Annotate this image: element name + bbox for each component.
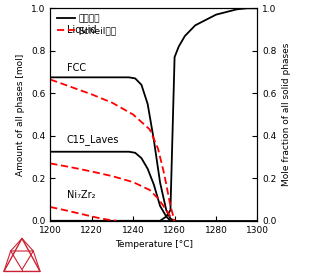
- Text: Ni₇Zr₂: Ni₇Zr₂: [67, 190, 95, 200]
- Y-axis label: Mole fraction of all solid phases: Mole fraction of all solid phases: [282, 43, 291, 186]
- Y-axis label: Amount of all phases [mol]: Amount of all phases [mol]: [16, 54, 25, 176]
- Legend: 平衡計算, Scheil計算: 平衡計算, Scheil計算: [55, 13, 118, 37]
- Text: FCC: FCC: [67, 63, 86, 73]
- Text: C15_Laves: C15_Laves: [67, 135, 119, 145]
- X-axis label: Temperature [°C]: Temperature [°C]: [115, 240, 193, 249]
- Text: Liquid: Liquid: [67, 25, 96, 34]
